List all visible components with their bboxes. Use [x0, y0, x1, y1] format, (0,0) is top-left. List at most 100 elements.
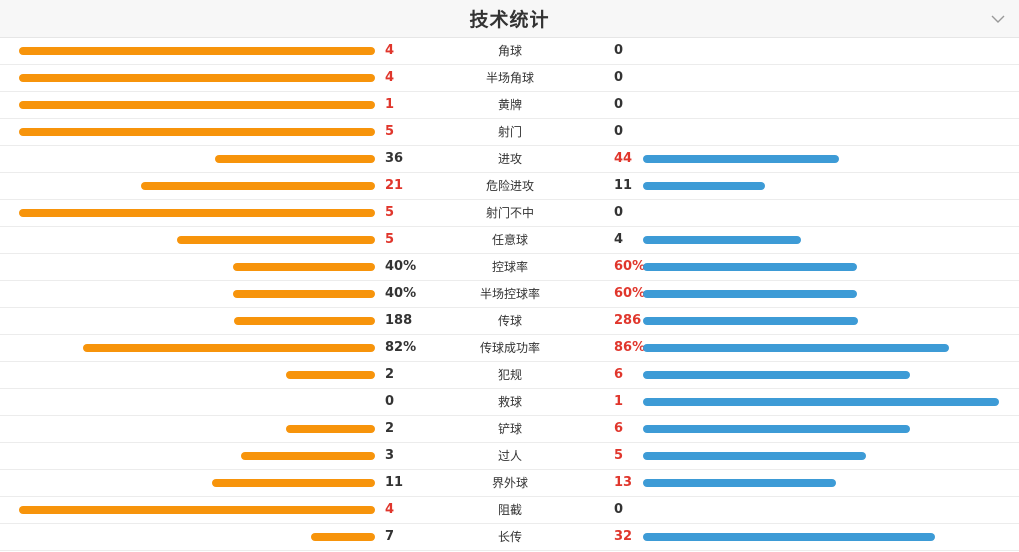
stat-label: 角球 — [497, 44, 522, 58]
stat-row: 40% 控球率 60% — [0, 254, 1019, 281]
panel-header: 技术统计 — [0, 0, 1019, 38]
home-value: 1 — [385, 97, 395, 112]
away-bar — [643, 182, 765, 190]
stat-label: 危险进攻 — [485, 179, 534, 193]
stat-label: 控球率 — [491, 260, 528, 274]
stat-row: 3 过人 5 — [0, 443, 1019, 470]
stat-row: 1 黄牌 0 — [0, 92, 1019, 119]
stat-label: 界外球 — [491, 476, 528, 490]
away-value: 0 — [614, 70, 624, 85]
away-value: 86% — [614, 340, 646, 355]
home-bar — [233, 263, 375, 271]
stat-row: 36 进攻 44 — [0, 146, 1019, 173]
away-bar — [643, 236, 801, 244]
stat-row: 5 射门不中 0 — [0, 200, 1019, 227]
stat-row: 11 界外球 13 — [0, 470, 1019, 497]
away-value: 60% — [614, 259, 646, 274]
away-bar — [643, 533, 935, 541]
stat-label: 半场控球率 — [479, 287, 540, 301]
away-bar — [643, 263, 857, 271]
away-value: 44 — [614, 151, 633, 166]
away-bar — [643, 425, 910, 433]
away-bar — [643, 344, 949, 352]
home-value: 0 — [385, 394, 395, 409]
home-value: 7 — [385, 529, 395, 544]
stat-row: 5 任意球 4 — [0, 227, 1019, 254]
stat-label: 黄牌 — [497, 98, 522, 112]
home-value: 40% — [385, 286, 417, 301]
away-bar — [643, 371, 910, 379]
away-bar — [643, 290, 857, 298]
stat-label: 阻截 — [497, 503, 522, 517]
stat-label: 传球成功率 — [479, 341, 540, 355]
home-value: 11 — [385, 475, 404, 490]
stat-label: 救球 — [497, 395, 522, 409]
home-bar — [19, 209, 375, 217]
stat-row: 4 阻截 0 — [0, 497, 1019, 524]
home-bar — [19, 128, 375, 136]
stats-list: 4 角球 0 4 半场角球 0 1 黄牌 0 5 射门 0 36 进攻 44 21 危险进攻 11 5 射门不中 0 5 任… — [0, 38, 1019, 551]
home-value: 4 — [385, 70, 395, 85]
home-value: 2 — [385, 367, 395, 382]
stat-row: 40% 半场控球率 60% — [0, 281, 1019, 308]
away-bar — [643, 317, 858, 325]
home-bar — [141, 182, 375, 190]
home-value: 2 — [385, 421, 395, 436]
away-value: 6 — [614, 421, 624, 436]
away-value: 60% — [614, 286, 646, 301]
away-value: 0 — [614, 205, 624, 220]
home-value: 5 — [385, 124, 395, 139]
stat-row: 188 传球 286 — [0, 308, 1019, 335]
away-bar — [643, 479, 836, 487]
home-value: 40% — [385, 259, 417, 274]
home-value: 5 — [385, 205, 395, 220]
stat-row: 4 角球 0 — [0, 38, 1019, 65]
home-bar — [19, 74, 375, 82]
stat-label: 长传 — [497, 530, 522, 544]
stat-row: 21 危险进攻 11 — [0, 173, 1019, 200]
home-bar — [233, 290, 375, 298]
stat-row: 5 射门 0 — [0, 119, 1019, 146]
away-value: 0 — [614, 97, 624, 112]
home-bar — [215, 155, 375, 163]
home-bar — [212, 479, 375, 487]
away-bar — [643, 155, 839, 163]
home-bar — [19, 101, 375, 109]
home-bar — [177, 236, 375, 244]
stat-row: 2 犯规 6 — [0, 362, 1019, 389]
home-value: 4 — [385, 43, 395, 58]
away-value: 286 — [614, 313, 642, 328]
home-bar — [286, 425, 375, 433]
stat-row: 0 救球 1 — [0, 389, 1019, 416]
stat-row: 4 半场角球 0 — [0, 65, 1019, 92]
away-value: 11 — [614, 178, 633, 193]
home-value: 21 — [385, 178, 404, 193]
home-bar — [83, 344, 375, 352]
home-bar — [234, 317, 375, 325]
away-value: 0 — [614, 124, 624, 139]
away-bar — [643, 398, 999, 406]
home-bar — [311, 533, 375, 541]
home-value: 82% — [385, 340, 417, 355]
panel-title: 技术统计 — [469, 9, 550, 31]
chevron-down-icon[interactable] — [991, 11, 1005, 25]
home-bar — [286, 371, 375, 379]
stat-label: 任意球 — [491, 233, 528, 247]
away-value: 13 — [614, 475, 633, 490]
stat-label: 传球 — [497, 314, 522, 328]
stat-row: 7 长传 32 — [0, 524, 1019, 551]
away-value: 5 — [614, 448, 624, 463]
home-bar — [19, 47, 375, 55]
home-value: 3 — [385, 448, 395, 463]
away-value: 6 — [614, 367, 624, 382]
away-bar — [643, 452, 866, 460]
stat-row: 82% 传球成功率 86% — [0, 335, 1019, 362]
stat-label: 射门不中 — [485, 206, 534, 220]
stat-label: 过人 — [497, 449, 522, 463]
home-value: 36 — [385, 151, 404, 166]
away-value: 4 — [614, 232, 624, 247]
away-value: 0 — [614, 43, 624, 58]
home-value: 4 — [385, 502, 395, 517]
home-value: 188 — [385, 313, 413, 328]
